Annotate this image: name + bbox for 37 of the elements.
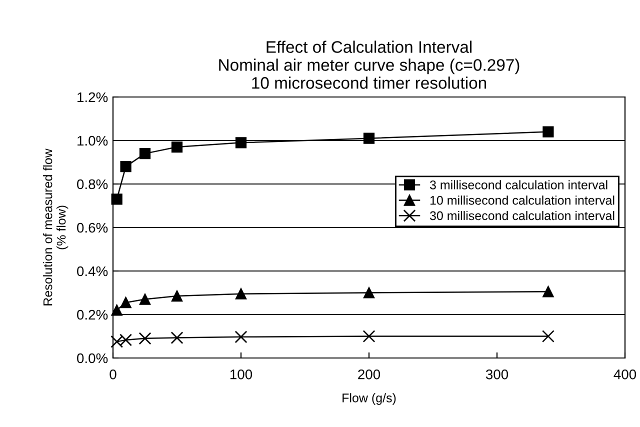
x-tick-label: 0	[110, 369, 116, 380]
point	[235, 288, 247, 300]
y-axis-title: Resolution of measured flow (% flow)	[43, 148, 68, 306]
legend-label: 3 millisecond calculation interval	[430, 180, 608, 190]
point	[139, 294, 151, 305]
y-tick-label: 1.2%	[78, 92, 108, 102]
y-tick-label: 1.0%	[78, 136, 108, 146]
y-tick-label: 0.6%	[77, 222, 108, 233]
point	[542, 286, 554, 298]
point	[120, 296, 132, 308]
point	[171, 290, 183, 302]
point	[542, 126, 554, 138]
legend-label: 30 millisecond calculation interval	[430, 210, 614, 220]
point	[542, 330, 554, 342]
x-tick-label: 100	[230, 369, 252, 380]
point	[234, 330, 248, 344]
x-tick-label: 300	[486, 369, 508, 380]
point	[363, 287, 375, 298]
y-tick-label: 0.2%	[77, 310, 108, 320]
point	[235, 137, 247, 148]
x-axis-title: Flow (g/s)	[342, 393, 396, 405]
y-tick-label: 0.0%	[77, 353, 108, 364]
point	[171, 141, 183, 153]
point	[139, 148, 151, 160]
point	[120, 161, 132, 172]
point	[111, 304, 122, 316]
point	[362, 330, 376, 342]
legend-label: 10 millisecond calculation interval	[430, 196, 614, 205]
x-tick-label: 200	[358, 369, 380, 380]
chart-title: Effect of Calculation Interval Nominal air meter curve shape (c=0.297) 10 microsecond timer resolution	[219, 40, 520, 89]
point	[138, 332, 152, 345]
point	[111, 194, 122, 205]
y-tick-label: 0.4%	[77, 266, 108, 276]
point	[363, 132, 375, 144]
x-tick-label: 400	[614, 369, 636, 380]
y-tick-label: 0.8%	[77, 179, 108, 190]
point	[170, 332, 184, 344]
